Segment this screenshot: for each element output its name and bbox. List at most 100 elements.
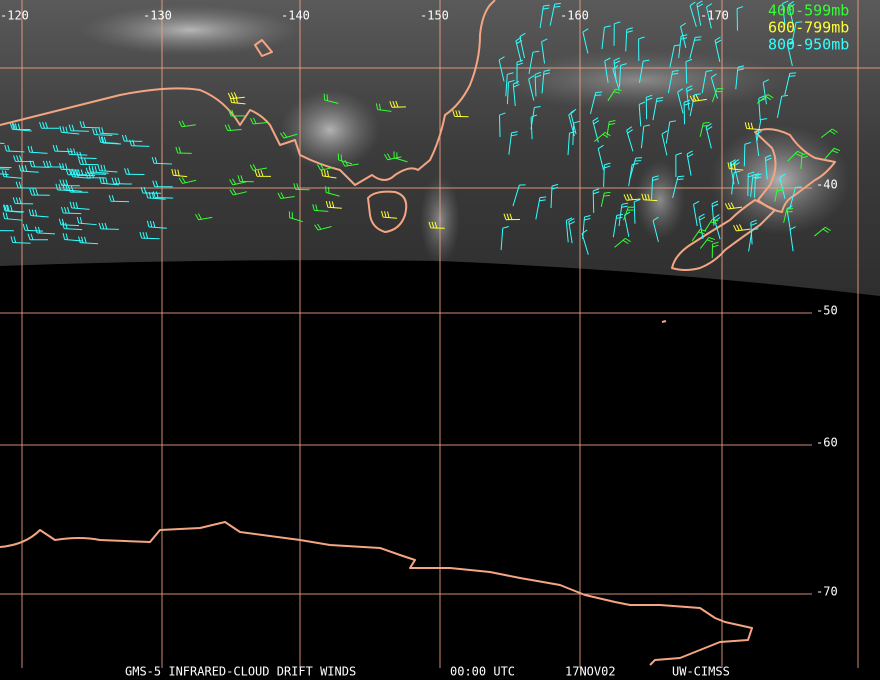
wind-barb xyxy=(652,216,659,243)
wind-barb xyxy=(325,186,340,197)
wind-barb xyxy=(744,122,761,131)
wind-barb xyxy=(667,69,679,94)
wind-barb xyxy=(535,196,547,220)
wind-barb xyxy=(178,177,197,184)
wind-barb xyxy=(312,204,329,212)
wind-barb xyxy=(623,193,641,201)
wind-barb xyxy=(428,221,445,229)
wind-barb xyxy=(731,170,741,195)
wind-barb xyxy=(146,220,167,229)
wind-barb xyxy=(512,184,526,207)
wind-barb xyxy=(711,241,719,259)
legend-entry: 800-950mb xyxy=(768,36,849,54)
wind-barb xyxy=(250,117,268,125)
wind-barb xyxy=(685,85,693,111)
wind-barb xyxy=(68,124,89,132)
wind-barb xyxy=(229,96,246,105)
wind-barb xyxy=(60,206,82,215)
wind-barb xyxy=(683,99,691,125)
wind-barb xyxy=(689,94,707,102)
wind-barb xyxy=(756,94,774,104)
wind-barb xyxy=(2,212,23,221)
longitude-label: -150 xyxy=(420,9,449,23)
wind-barb xyxy=(541,69,551,94)
wind-barb xyxy=(625,27,633,52)
wind-barb xyxy=(74,169,96,177)
wind-barb xyxy=(633,199,641,224)
wind-barb xyxy=(600,191,611,207)
wind-barb xyxy=(92,128,113,136)
wind-barb xyxy=(195,213,213,221)
wind-barb xyxy=(69,201,90,210)
wind-barb xyxy=(111,177,132,185)
wind-barb xyxy=(783,208,794,223)
wind-barb xyxy=(727,162,744,171)
wind-barb xyxy=(178,120,196,128)
wind-barb xyxy=(710,73,718,99)
wind-barb xyxy=(42,160,64,168)
wind-barb xyxy=(820,128,838,139)
wind-barb xyxy=(597,144,605,171)
wind-barb xyxy=(152,191,174,199)
wind-barb xyxy=(528,50,540,74)
longitude-label: -120 xyxy=(0,9,29,23)
wind-barb xyxy=(337,153,353,165)
wind-barb xyxy=(589,91,603,114)
wind-barb xyxy=(227,92,245,100)
wind-barb xyxy=(52,144,73,153)
wind-barb xyxy=(9,123,31,130)
wind-barb xyxy=(787,1,795,27)
legend: 400-599mb 600-799mb 800-950mb xyxy=(768,2,849,54)
wind-barb xyxy=(237,175,254,183)
wind-barb xyxy=(623,206,635,221)
wind-barb xyxy=(607,88,622,102)
footer-time: 00:00 UTC xyxy=(450,665,515,679)
wind-barb xyxy=(743,141,752,167)
wind-barb xyxy=(78,158,99,166)
wind-barb xyxy=(638,101,646,127)
footer: GMS-5 INFRARED-CLOUD DRIFT WINDS 00:00 U… xyxy=(125,665,730,679)
wind-barb xyxy=(4,144,25,153)
wind-barb xyxy=(787,150,804,162)
wind-barb xyxy=(824,147,841,160)
wind-barb xyxy=(693,200,700,227)
latitude-labels: -40 -50 -60 -70 xyxy=(816,178,838,599)
wind-barb xyxy=(678,34,688,59)
wind-barb xyxy=(85,167,107,175)
longitude-labels: -120 -130 -140 -150 -160 -170 xyxy=(0,9,729,23)
wind-barb xyxy=(601,25,611,50)
wind-barb xyxy=(724,202,742,210)
wind-barb xyxy=(550,183,559,209)
wind-barb xyxy=(512,81,520,106)
wind-barb xyxy=(786,40,794,66)
wind-barb xyxy=(568,218,576,244)
latitude-label: -50 xyxy=(816,304,838,318)
wind-barb xyxy=(541,38,548,64)
wind-barb xyxy=(70,170,91,179)
wind-barb xyxy=(665,120,677,144)
wind-barb xyxy=(29,160,50,168)
wind-barb xyxy=(782,0,789,26)
wind-barb xyxy=(661,130,668,156)
wind-barb xyxy=(254,170,271,177)
wind-barb xyxy=(98,136,119,144)
wind-barb xyxy=(685,58,693,84)
legend-entry: 600-799mb xyxy=(768,19,849,37)
wind-barb xyxy=(534,71,542,97)
wind-barb xyxy=(10,236,31,244)
wind-barb xyxy=(711,88,724,103)
wind-barb xyxy=(789,186,802,209)
wind-barb xyxy=(638,59,650,83)
wind-barb xyxy=(698,213,706,239)
wind-barb xyxy=(97,164,118,173)
wind-barb xyxy=(175,146,192,154)
wind-barb xyxy=(568,110,575,137)
wind-barb xyxy=(62,183,83,192)
wind-barb xyxy=(789,226,796,252)
wind-barb xyxy=(711,200,719,226)
wind-barb xyxy=(736,6,744,31)
wind-barb xyxy=(498,112,506,138)
wind-barb xyxy=(62,222,83,231)
wind-barb xyxy=(59,126,80,135)
wind-barb xyxy=(314,223,332,231)
